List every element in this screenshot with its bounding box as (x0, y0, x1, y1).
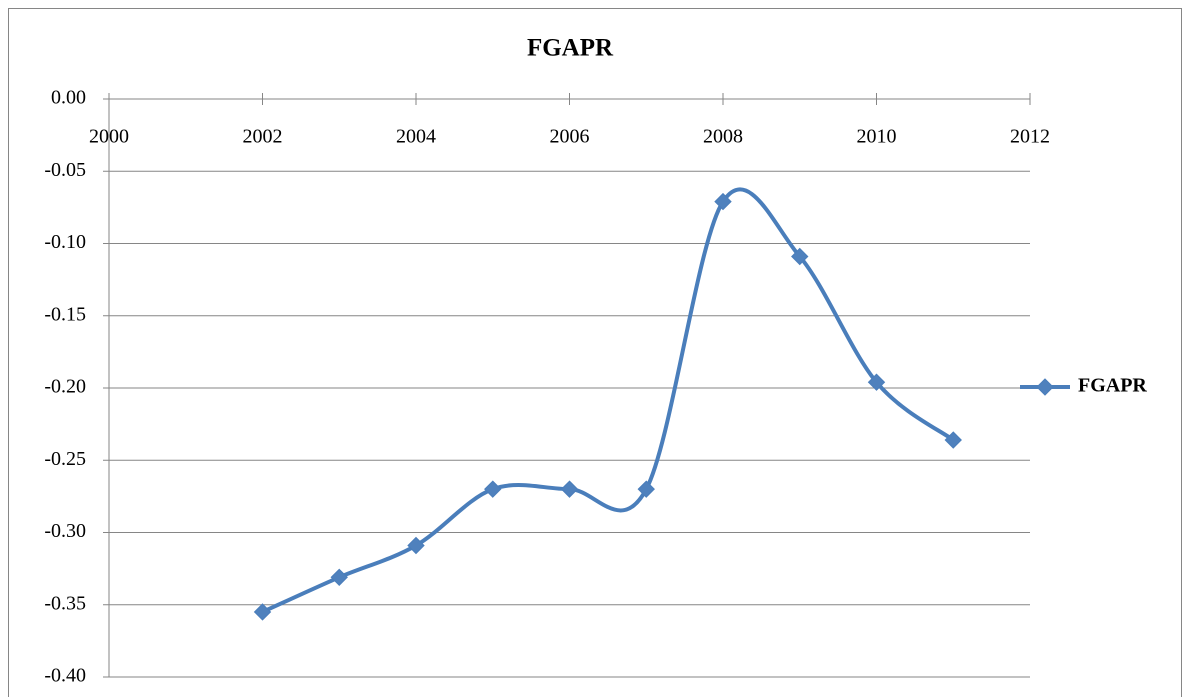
y-tick-label: -0.15 (44, 303, 86, 325)
marker (484, 480, 502, 498)
marker (714, 192, 732, 211)
y-tick-label: -0.30 (44, 520, 86, 542)
legend-label: FGAPR (1078, 375, 1147, 397)
x-tick-label: 2010 (857, 126, 897, 148)
y-tick-label: 0.00 (51, 87, 86, 109)
chart-title: FGAPR (527, 35, 614, 62)
marker (867, 373, 886, 391)
marker (560, 480, 579, 498)
y-tick-label: -0.10 (44, 231, 86, 253)
marker (407, 536, 425, 555)
x-tick-label: 2006 (550, 126, 590, 148)
marker (944, 431, 962, 449)
x-tick-label: 2012 (1010, 126, 1050, 148)
chart-frame (8, 8, 1182, 697)
legend-marker (1036, 378, 1054, 396)
x-tick-label: 2000 (89, 126, 129, 148)
x-tick-label: 2004 (396, 126, 436, 148)
marker (253, 603, 272, 621)
marker (791, 247, 809, 266)
marker (637, 480, 655, 498)
y-tick-label: -0.05 (44, 159, 86, 181)
x-tick-label: 2002 (243, 126, 283, 148)
y-tick-label: -0.20 (44, 376, 86, 398)
marker (330, 568, 348, 587)
y-tick-label: -0.35 (44, 592, 86, 614)
y-tick-label: -0.40 (44, 665, 86, 687)
x-tick-label: 2008 (703, 126, 743, 148)
y-tick-label: -0.25 (44, 448, 86, 470)
